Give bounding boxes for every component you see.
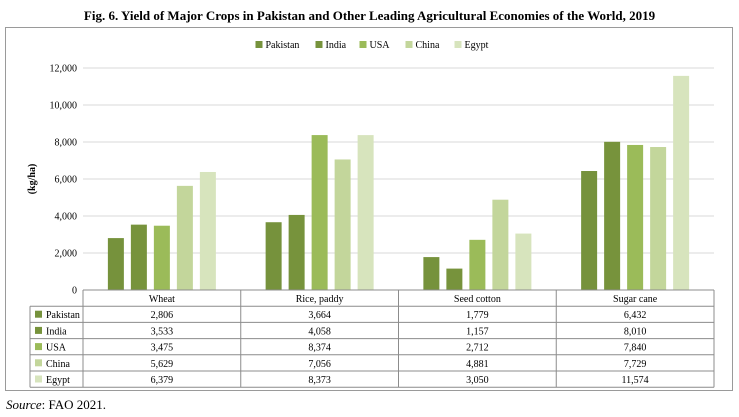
- bar-egypt-1: [199, 171, 216, 290]
- category-label: Sugar cane: [613, 294, 658, 305]
- legend-label-egypt: Egypt: [465, 40, 489, 51]
- legend-swatch-usa: [359, 41, 367, 48]
- bar-egypt-2: [357, 135, 374, 290]
- source-text: : FAO 2021.: [41, 397, 107, 412]
- table-value: 4,058: [308, 326, 331, 337]
- y-tick-label: 0: [72, 286, 77, 297]
- table-key-india: [35, 326, 42, 334]
- table-value: 5,629: [151, 359, 174, 370]
- bar-egypt-4: [673, 75, 690, 290]
- legend-label-india: India: [326, 40, 347, 51]
- legend-swatch-pakistan: [255, 41, 263, 48]
- legend-label-china: China: [416, 40, 440, 51]
- bar-india-3: [446, 268, 463, 290]
- bar-china-1: [176, 185, 193, 290]
- y-tick-label: 8,000: [55, 138, 78, 149]
- bar-pakistan-3: [423, 257, 440, 290]
- bar-india-4: [604, 141, 621, 290]
- bar-china-2: [334, 159, 351, 290]
- table-value: 2,712: [466, 343, 489, 354]
- bar-pakistan-1: [107, 238, 124, 290]
- table-value: 1,779: [466, 310, 489, 321]
- bar-usa-1: [153, 225, 170, 290]
- table-value: 3,475: [151, 343, 174, 354]
- y-tick-label: 4,000: [55, 212, 78, 223]
- table-value: 6,379: [151, 375, 174, 386]
- legend-swatch-egypt: [454, 41, 462, 48]
- chart-frame: 0 2,000 4,000 6,000 8,000 10,000 12,000 (kg/ha)…: [5, 27, 733, 391]
- legend-swatch-india: [315, 41, 323, 48]
- table-value: 3,050: [466, 375, 489, 386]
- bar-pakistan-2: [265, 222, 282, 290]
- y-tick-label: 2,000: [55, 249, 78, 260]
- table-value: 11,574: [622, 375, 649, 386]
- bar-india-1: [130, 224, 147, 290]
- table-value: 8,010: [624, 326, 647, 337]
- table-value: 3,533: [151, 326, 174, 337]
- bar-pakistan-4: [581, 171, 598, 290]
- table-key-egypt: [35, 375, 42, 383]
- bar-usa-3: [469, 239, 486, 290]
- table-series-label: China: [46, 359, 70, 370]
- y-tick-label: 12,000: [50, 64, 78, 75]
- table-key-usa: [35, 343, 42, 351]
- y-tick-label: 10,000: [50, 101, 78, 112]
- y-axis-label: (kg/ha): [27, 164, 38, 195]
- bar-egypt-3: [515, 233, 532, 290]
- bar-china-3: [492, 199, 509, 290]
- table-series-label: India: [46, 326, 67, 337]
- table-series-label: Egypt: [46, 375, 70, 386]
- table-value: 7,840: [624, 343, 647, 354]
- category-label: Wheat: [149, 294, 175, 305]
- table-value: 7,729: [624, 359, 647, 370]
- table-value: 8,374: [308, 343, 331, 354]
- category-label: Seed cotton: [454, 294, 501, 305]
- legend-label-usa: USA: [370, 40, 391, 51]
- table-value: 3,664: [308, 310, 331, 321]
- legend-swatch-china: [405, 41, 413, 48]
- source-note: Source: FAO 2021.: [6, 397, 106, 413]
- table-value: 1,157: [466, 326, 489, 337]
- table-value: 6,432: [624, 310, 647, 321]
- y-tick-label: 6,000: [55, 175, 78, 186]
- table-value: 2,806: [151, 310, 174, 321]
- bar-usa-4: [627, 144, 644, 290]
- table-series-label: Pakistan: [46, 310, 80, 321]
- table-series-label: USA: [46, 343, 67, 354]
- table-key-china: [35, 359, 42, 367]
- bar-china-4: [650, 147, 667, 290]
- table-value: 8,373: [308, 375, 331, 386]
- table-value: 4,881: [466, 359, 489, 370]
- source-label: Source: [6, 397, 42, 412]
- table-value: 7,056: [308, 359, 331, 370]
- legend-label-pakistan: Pakistan: [266, 40, 300, 51]
- table-key-pakistan: [35, 310, 42, 318]
- category-label: Rice, paddy: [296, 294, 344, 305]
- bar-usa-2: [311, 135, 328, 290]
- bar-chart: 0 2,000 4,000 6,000 8,000 10,000 12,000 (kg/ha)…: [27, 40, 715, 388]
- chart-title: Fig. 6. Yield of Major Crops in Pakistan…: [83, 8, 656, 23]
- bar-india-2: [288, 214, 305, 290]
